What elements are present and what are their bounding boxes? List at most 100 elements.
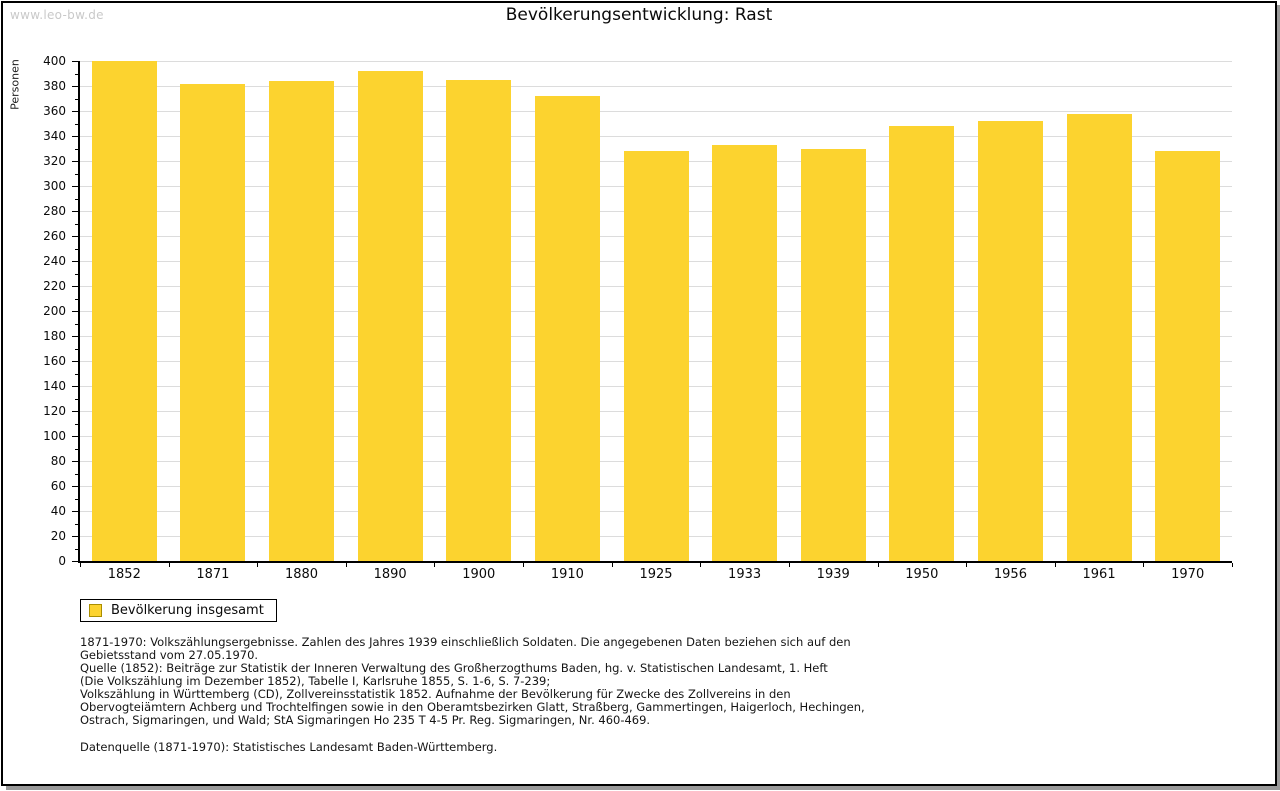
y-major-tick <box>72 311 78 312</box>
bar <box>91 61 157 561</box>
source-note-line: Volkszählung in Württemberg (CD), Zollve… <box>80 687 791 701</box>
y-major-tick <box>72 561 78 562</box>
legend-swatch-icon <box>89 604 102 617</box>
y-tick-label: 340 <box>43 129 66 143</box>
source-note-line: (Die Volkszählung im Dezember 1852), Tab… <box>80 674 551 688</box>
y-major-tick <box>72 61 78 62</box>
y-tick-label: 60 <box>50 479 66 493</box>
chart-title: Bevölkerungsentwicklung: Rast <box>505 5 773 25</box>
y-tick-label: 360 <box>43 104 66 118</box>
y-major-tick <box>72 161 78 162</box>
y-minor-tick <box>75 348 78 350</box>
y-axis-line <box>78 61 80 563</box>
y-major-tick <box>72 236 78 237</box>
y-tick-label: 160 <box>43 354 66 368</box>
y-axis-title: Personen <box>8 59 22 110</box>
x-tick-label: 1950 <box>905 567 939 582</box>
x-tick <box>1143 563 1145 567</box>
y-minor-tick <box>75 223 78 225</box>
y-minor-tick <box>75 273 78 275</box>
y-minor-tick <box>75 173 78 175</box>
y-tick-label: 400 <box>43 54 66 68</box>
x-tick-label: 1933 <box>728 567 762 582</box>
x-tick <box>611 563 613 567</box>
y-major-tick <box>72 486 78 487</box>
y-tick-label: 140 <box>43 379 66 393</box>
bar <box>1066 113 1132 561</box>
x-tick <box>877 563 879 567</box>
x-tick-label: 1880 <box>284 567 319 582</box>
bar <box>623 151 689 561</box>
y-tick-label: 80 <box>50 454 66 468</box>
y-minor-tick <box>75 473 78 475</box>
y-tick-label: 260 <box>43 229 66 243</box>
y-tick-label: 0 <box>58 554 66 568</box>
y-major-tick <box>72 461 78 462</box>
y-tick-label: 100 <box>43 429 66 443</box>
y-minor-tick <box>75 323 78 325</box>
y-major-tick <box>72 136 78 137</box>
y-major-tick <box>72 511 78 512</box>
y-tick-label: 40 <box>50 504 66 518</box>
source-notes: 1871-1970: Volkszählungsergebnisse. Zahl… <box>80 636 920 727</box>
y-major-tick <box>72 86 78 87</box>
y-minor-tick <box>75 248 78 250</box>
x-tick <box>700 563 702 567</box>
x-tick-label: 1852 <box>107 567 141 582</box>
y-major-tick <box>72 186 78 187</box>
y-major-tick <box>72 536 78 537</box>
legend-label: Bevölkerung insgesamt <box>111 603 264 618</box>
x-tick-label: 1961 <box>1082 567 1116 582</box>
y-minor-tick <box>75 523 78 525</box>
y-minor-tick <box>75 148 78 150</box>
y-major-tick <box>72 111 78 112</box>
y-tick-label: 20 <box>50 529 66 543</box>
y-major-tick <box>72 411 78 412</box>
bar <box>180 83 246 561</box>
y-tick-label: 120 <box>43 404 66 418</box>
x-tick-label: 1939 <box>816 567 850 582</box>
x-tick <box>345 563 347 567</box>
y-tick-label: 280 <box>43 204 66 218</box>
y-major-tick <box>72 211 78 212</box>
bar <box>534 96 600 561</box>
y-tick-label: 200 <box>43 304 66 318</box>
source-note-line: 1871-1970: Volkszählungsergebnisse. Zahl… <box>80 635 851 649</box>
x-tick <box>168 563 170 567</box>
x-axis-line <box>78 561 1232 563</box>
y-tick-label: 380 <box>43 79 66 93</box>
gridline <box>80 111 1232 112</box>
x-tick <box>434 563 436 567</box>
y-minor-tick <box>75 298 78 300</box>
legend: Bevölkerung insgesamt <box>80 599 277 622</box>
y-minor-tick <box>75 373 78 375</box>
bar <box>977 121 1043 561</box>
x-tick-label: 1956 <box>993 567 1027 582</box>
x-tick-label: 1890 <box>373 567 407 582</box>
bar <box>712 144 778 561</box>
gridline <box>80 86 1232 87</box>
x-tick <box>1054 563 1056 567</box>
y-minor-tick <box>75 198 78 200</box>
y-major-tick <box>72 336 78 337</box>
y-minor-tick <box>75 448 78 450</box>
x-tick <box>80 563 81 567</box>
y-minor-tick <box>75 98 78 100</box>
y-minor-tick <box>75 548 78 550</box>
y-minor-tick <box>75 123 78 125</box>
y-minor-tick <box>75 73 78 75</box>
y-tick-label: 320 <box>43 154 66 168</box>
x-tick <box>966 563 968 567</box>
y-minor-tick <box>75 398 78 400</box>
watermark: www.leo-bw.de <box>10 8 104 22</box>
x-tick-label: 1900 <box>462 567 496 582</box>
x-tick-label: 1925 <box>639 567 673 582</box>
y-tick-label: 180 <box>43 329 66 343</box>
y-major-tick <box>72 261 78 262</box>
y-minor-tick <box>75 498 78 500</box>
y-major-tick <box>72 361 78 362</box>
datasource-note: Datenquelle (1871-1970): Statistisches L… <box>80 740 498 754</box>
y-minor-tick <box>75 423 78 425</box>
x-tick <box>1232 563 1233 567</box>
y-tick-label: 220 <box>43 279 66 293</box>
